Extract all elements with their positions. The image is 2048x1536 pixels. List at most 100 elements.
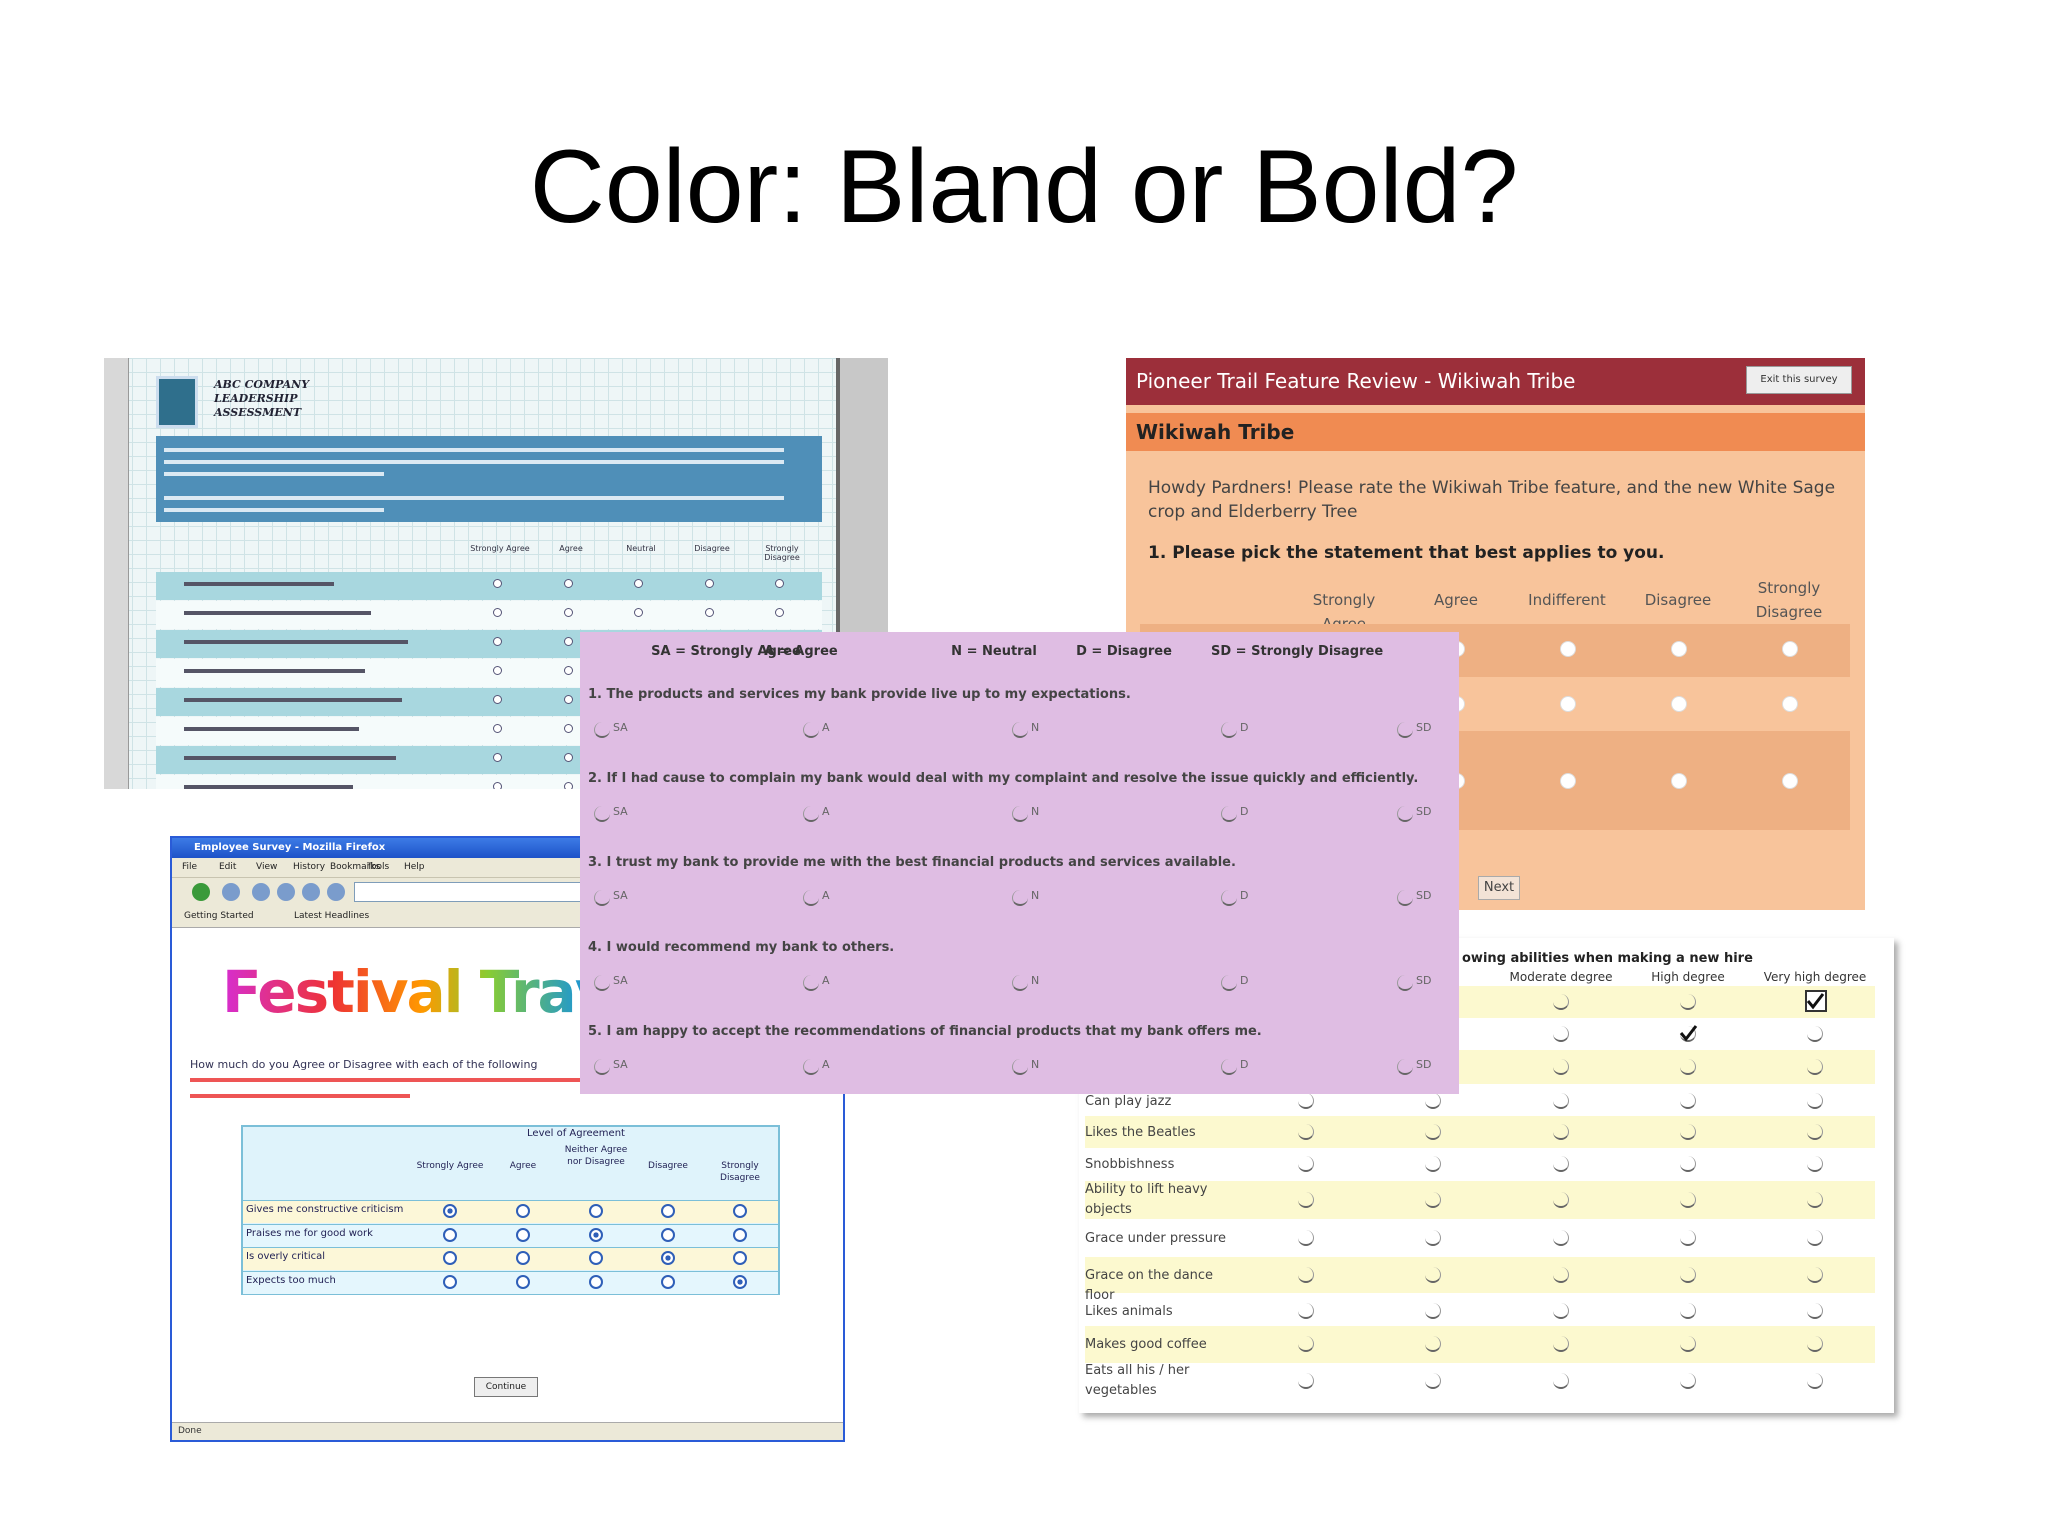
radio-button — [1425, 1124, 1441, 1140]
radio-button — [803, 806, 819, 823]
row-text — [184, 611, 371, 615]
radio-button — [733, 1274, 747, 1289]
row-label: Praises me for good work — [246, 1227, 373, 1239]
radio-button — [1680, 1336, 1696, 1352]
header-text: ABC COMPANY — [214, 378, 310, 391]
option-label: A — [822, 889, 830, 903]
radio-button — [1298, 1303, 1314, 1319]
option-label: A — [822, 805, 830, 819]
radio-button — [493, 753, 502, 762]
group-header: Level of Agreement — [527, 1128, 625, 1139]
radio-button — [1298, 1336, 1314, 1352]
radio-button — [1807, 1124, 1823, 1140]
row-label: Gives me constructive criticism — [246, 1204, 404, 1215]
radio-button — [1560, 641, 1576, 657]
question: 4. I would recommend my bank to others. — [588, 939, 895, 955]
radio-button — [1782, 773, 1798, 789]
intro-line — [164, 448, 784, 452]
radio-button — [589, 1227, 603, 1242]
option-label: A — [822, 721, 830, 734]
option-label: SA — [613, 721, 628, 734]
column-header: Disagree — [1644, 591, 1712, 609]
radio-button — [1553, 1267, 1569, 1283]
header-text: LEADERSHIP — [214, 392, 298, 405]
row-label: Grace on the dance floor — [1085, 1268, 1214, 1303]
radio-button — [661, 1274, 675, 1289]
radio-button — [1680, 1373, 1696, 1389]
radio-button — [443, 1227, 457, 1242]
radio-button — [1553, 1230, 1569, 1246]
radio-button — [1425, 1093, 1441, 1109]
radio-button — [1553, 1124, 1569, 1140]
radio-button — [564, 695, 573, 704]
header-text: ASSESSMENT — [214, 406, 302, 419]
row-label: Can play jazz — [1085, 1094, 1172, 1109]
row-band — [1085, 1325, 1875, 1363]
radio-button — [1553, 1093, 1569, 1109]
row-label: Snobbishness — [1085, 1157, 1175, 1172]
radio-button — [1671, 773, 1687, 789]
radio-button — [1012, 890, 1028, 907]
question: 3. I trust my bank to provide me with th… — [588, 855, 1236, 871]
legend-item: N = Neutral — [951, 644, 1037, 659]
radio-button — [1397, 974, 1413, 991]
option-label: SD — [1416, 721, 1432, 734]
toolbar-icon — [222, 883, 240, 901]
checkmark — [1806, 993, 1825, 1010]
radio-button — [1680, 1026, 1696, 1042]
option-label: D — [1240, 805, 1249, 819]
radio-button — [1425, 1373, 1441, 1389]
radio-button — [1298, 1124, 1314, 1140]
question: How much do you Agree or Disagree with e… — [190, 1058, 538, 1071]
radio-button — [516, 1204, 530, 1218]
option-label: SA — [613, 973, 628, 987]
radio-button — [1553, 1059, 1569, 1075]
exit-button: Exit this survey — [1746, 366, 1852, 394]
option-label: D — [1240, 973, 1249, 987]
toolbar-icon — [302, 883, 320, 901]
radio-button — [705, 608, 714, 617]
radio-button — [1553, 1303, 1569, 1319]
radio-button — [1680, 1230, 1696, 1246]
radio-button — [1425, 1192, 1441, 1208]
option-label: D — [1240, 1057, 1249, 1071]
option-label: N — [1031, 973, 1040, 987]
radio-button — [1807, 1093, 1823, 1109]
toolbar-icon — [327, 883, 345, 901]
radio-button — [775, 608, 784, 617]
radio-button — [1298, 1192, 1314, 1208]
radio-button — [1680, 1156, 1696, 1172]
radio-button — [1553, 1192, 1569, 1208]
radio-button — [1807, 1192, 1823, 1208]
row-band — [1085, 1257, 1875, 1293]
radio-button — [493, 782, 502, 789]
question: 2. If I had cause to complain my bank wo… — [588, 771, 1419, 787]
radio-button — [564, 666, 573, 675]
radio-button — [1012, 1058, 1028, 1075]
option-label: D — [1240, 889, 1249, 903]
row-label: Makes good coffee — [1085, 1337, 1207, 1352]
question: 1. The products and services my bank pro… — [588, 687, 1131, 702]
radio-button — [1560, 696, 1576, 712]
row-label: Likes the Beatles — [1085, 1125, 1196, 1140]
menu-item: Tools — [367, 862, 390, 872]
option-label: A — [822, 973, 830, 987]
radio-button — [803, 974, 819, 991]
table-row — [243, 1270, 778, 1294]
intro-line — [164, 460, 784, 464]
radio-button — [1680, 1059, 1696, 1075]
header-title: Pioneer Trail Feature Review - Wikiwah T… — [1136, 369, 1576, 393]
radio-button — [1221, 890, 1237, 907]
column-header: Moderate degree — [1509, 970, 1613, 984]
radio-button — [1807, 1026, 1823, 1042]
option-label: SD — [1416, 889, 1432, 903]
option-label: N — [1031, 721, 1040, 734]
table-row — [243, 1200, 778, 1223]
row-text — [184, 640, 408, 644]
row-text — [184, 698, 402, 702]
option-label: SA — [613, 1057, 628, 1071]
column-header: Strongly Disagree — [720, 1161, 760, 1183]
menu-item: History — [293, 862, 326, 872]
radio-button — [1221, 722, 1237, 738]
